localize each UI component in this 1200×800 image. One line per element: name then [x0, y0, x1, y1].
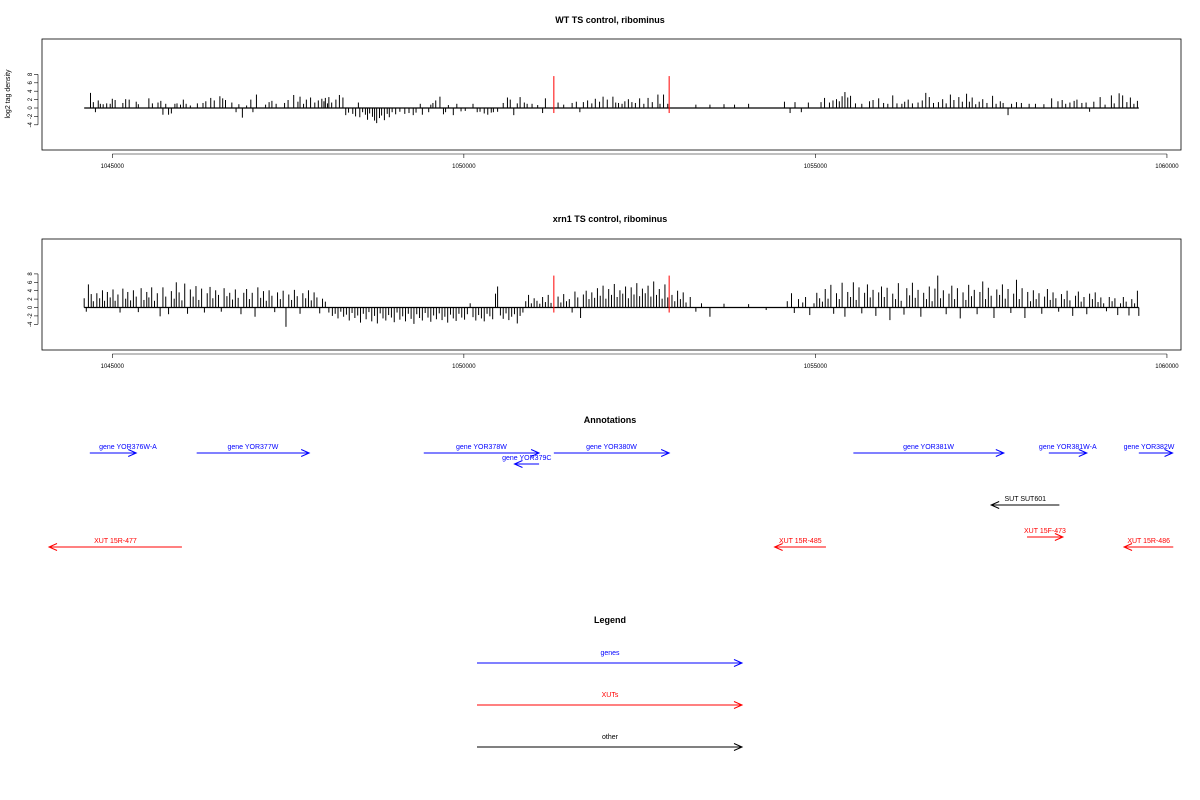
xrn1-track-title: xrn1 TS control, ribominus [553, 214, 668, 224]
annotation-label: gene YOR376W-A [99, 444, 157, 451]
annotation-label: XUT 15R-477 [94, 538, 137, 545]
wt-x-tick-label: 1055000 [804, 164, 828, 170]
legend-item-genes: genes [477, 650, 744, 667]
annotation-label: gene YOR379C [502, 455, 551, 462]
annotation-label: gene YOR382W [1124, 444, 1175, 451]
annotations-panel: Annotations gene YOR376W-A gene YOR377W ge… [47, 415, 1175, 551]
annotation-arrow-head [1078, 449, 1089, 457]
annotation-feature: gene YOR378W [423, 444, 541, 457]
legend-item-other: other [477, 734, 744, 751]
xrn1-y-axis: -4 -2 0 2 4 6 8 [28, 272, 39, 327]
annotation-arrow-head [1054, 533, 1065, 541]
xrn1-x-tick-label: 1055000 [804, 364, 828, 370]
annotation-feature: gene YOR380W [553, 444, 671, 457]
annotation-label: XUT 15F-473 [1024, 528, 1066, 535]
legend-item-XUTs: XUTs [477, 692, 744, 709]
legend-entries: genes XUTs other [477, 650, 744, 751]
xrn1-highlight-lines [553, 275, 670, 313]
annotation-arrow-head [47, 543, 58, 551]
xrn1-y-tick-label: 2 [28, 297, 34, 301]
annotation-feature: gene YOR377W [196, 444, 311, 457]
wt-x-tick-label: 1060000 [1155, 164, 1179, 170]
legend-panel: Legend genes XUTs other [477, 615, 744, 751]
xrn1-plot-frame [41, 238, 1182, 351]
annotation-feature: gene YOR381W-A [1039, 444, 1097, 457]
xrn1-y-tick-label: 6 [28, 280, 34, 284]
wt-plot-frame [41, 38, 1182, 151]
wt-track-title: WT TS control, ribominus [555, 15, 665, 25]
annotation-label: gene YOR378W [456, 444, 507, 451]
legend-label: other [602, 734, 619, 741]
annotation-label: gene YOR381W [903, 444, 954, 451]
legend-arrow-head [733, 743, 744, 751]
annotation-label: XUT 15R-485 [779, 538, 822, 545]
legend-label: genes [600, 650, 620, 657]
annotation-feature: XUT 15R-486 [1122, 538, 1174, 551]
wt-y-tick-label: 4 [28, 89, 34, 93]
wt-y-tick-label: 2 [28, 97, 34, 101]
annotation-arrow-head [989, 501, 1000, 509]
wt-highlight-lines [553, 76, 670, 114]
annotation-arrow-head [995, 449, 1006, 457]
annotation-features: gene YOR376W-A gene YOR377W gene YOR378W ge… [47, 444, 1175, 551]
wt-y-tick-label: 8 [28, 72, 34, 76]
wt-track-panel: WT TS control, ribominus log2 tag densit… [5, 15, 1182, 170]
wt-y-axis: -4 -2 0 2 4 6 8 [28, 72, 39, 127]
wt-y-tick-label: 6 [28, 80, 34, 84]
annotation-feature: SUT SUT601 [989, 496, 1060, 509]
annotation-feature: XUT 15R-477 [47, 538, 182, 551]
annotation-arrow-head [1122, 543, 1133, 551]
wt-y-tick-label: -4 [28, 121, 34, 127]
legend-arrow-head [733, 701, 744, 709]
annotation-feature: gene YOR381W [853, 444, 1006, 457]
annotation-arrow-head [513, 460, 523, 468]
xrn1-y-tick-label: -4 [28, 321, 34, 327]
annotation-label: SUT SUT601 [1005, 496, 1047, 503]
xrn1-bars [83, 275, 1140, 327]
xrn1-y-tick-label: 0 [28, 305, 34, 309]
wt-x-tick-label: 1050000 [452, 164, 476, 170]
annotation-label: XUT 15R-486 [1127, 538, 1170, 545]
wt-y-axis-label: log2 tag density [5, 69, 12, 119]
annotation-label: gene YOR381W-A [1039, 444, 1097, 451]
xrn1-x-tick-label: 1045000 [101, 364, 125, 370]
wt-x-tick-label: 1045000 [101, 164, 125, 170]
annotation-arrow-head [1164, 449, 1174, 457]
annotations-title: Annotations [584, 415, 637, 425]
legend-title: Legend [594, 615, 626, 625]
annotation-label: gene YOR380W [586, 444, 637, 451]
annotation-feature: gene YOR382W [1124, 444, 1175, 457]
xrn1-x-axis: 1045000 1050000 1055000 1060000 [101, 353, 1179, 370]
xrn1-y-tick-label: -2 [28, 313, 34, 319]
xrn1-y-tick-label: 8 [28, 272, 34, 276]
wt-y-tick-label: 0 [28, 106, 34, 110]
annotation-arrow-head [128, 449, 138, 457]
annotation-feature: gene YOR376W-A [89, 444, 157, 457]
xrn1-track-panel: xrn1 TS control, ribominus -4 -2 0 2 4 6 8 104… [28, 214, 1182, 370]
annotation-feature: gene YOR379C [502, 455, 551, 468]
annotation-feature: XUT 15R-485 [773, 538, 826, 551]
xrn1-x-tick-label: 1060000 [1155, 364, 1179, 370]
xrn1-x-tick-label: 1050000 [452, 364, 476, 370]
legend-label: XUTs [602, 692, 619, 699]
annotation-arrow-head [660, 449, 671, 457]
annotation-arrow-head [773, 543, 783, 551]
legend-arrow-head [733, 659, 744, 667]
wt-x-axis: 1045000 1050000 1055000 1060000 [101, 153, 1179, 170]
annotation-arrow-head [300, 449, 311, 457]
annotation-arrow-head [530, 449, 541, 457]
annotation-feature: XUT 15F-473 [1024, 528, 1066, 541]
xrn1-y-tick-label: 4 [28, 288, 34, 292]
annotation-label: gene YOR377W [227, 444, 278, 451]
wt-y-tick-label: -2 [28, 113, 34, 119]
